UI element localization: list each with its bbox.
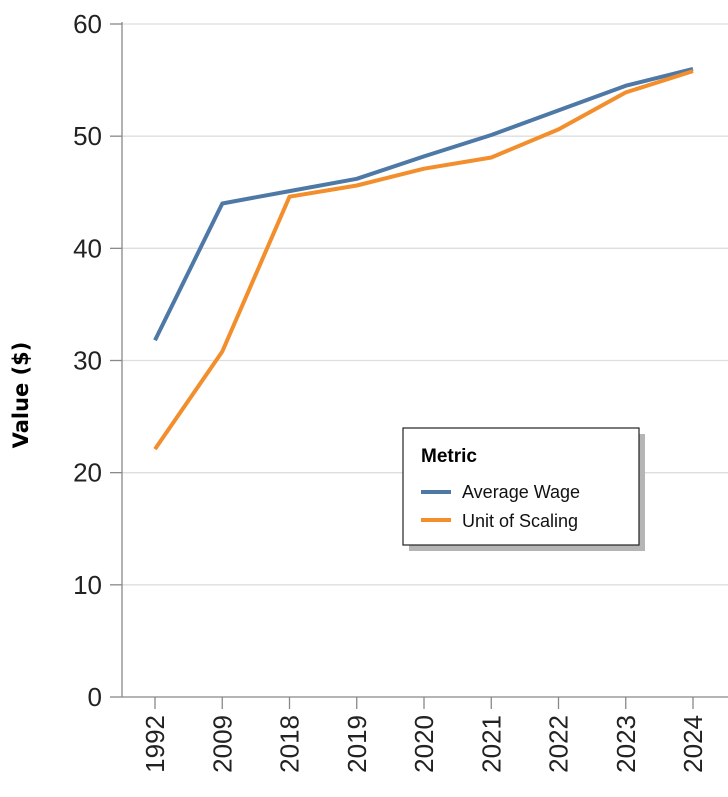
y-tick-labels: 0 10 20 30 40 50 60 [73, 9, 102, 712]
legend-label-average-wage: Average Wage [462, 482, 580, 502]
y-tick-label-50: 50 [73, 121, 102, 151]
y-tick-label-60: 60 [73, 9, 102, 39]
x-tick-label-1992: 1992 [140, 715, 170, 773]
y-axis-label: Value ($) [9, 342, 33, 449]
legend-label-unit-of-scaling: Unit of Scaling [462, 511, 578, 531]
x-tick-label-2018: 2018 [275, 715, 305, 773]
x-tick-label-2024: 2024 [678, 715, 708, 773]
x-tick-label-2022: 2022 [544, 715, 574, 773]
series-line-unit-of-scaling [153, 69, 694, 451]
axes [110, 22, 728, 709]
series-line-average-wage [153, 66, 694, 342]
grid-lines [122, 23, 728, 586]
y-tick-label-30: 30 [73, 346, 102, 376]
x-tick-label-2019: 2019 [342, 715, 372, 773]
x-tick-label-2009: 2009 [207, 715, 237, 773]
legend: Metric Average Wage Unit of Scaling [402, 427, 645, 551]
y-tick-label-0: 0 [88, 682, 102, 712]
x-tick-label-2023: 2023 [611, 715, 641, 773]
series-lines [153, 66, 694, 451]
y-tick-label-20: 20 [73, 458, 102, 488]
y-tick-label-40: 40 [73, 233, 102, 263]
x-tick-labels: 1992 2009 2018 2019 2020 2021 2022 2023 2024 [140, 715, 708, 773]
x-tick-label-2021: 2021 [476, 715, 506, 773]
legend-title: Metric [421, 446, 477, 467]
y-tick-label-10: 10 [73, 570, 102, 600]
legend-box [402, 427, 640, 546]
x-tick-label-2020: 2020 [409, 715, 439, 773]
